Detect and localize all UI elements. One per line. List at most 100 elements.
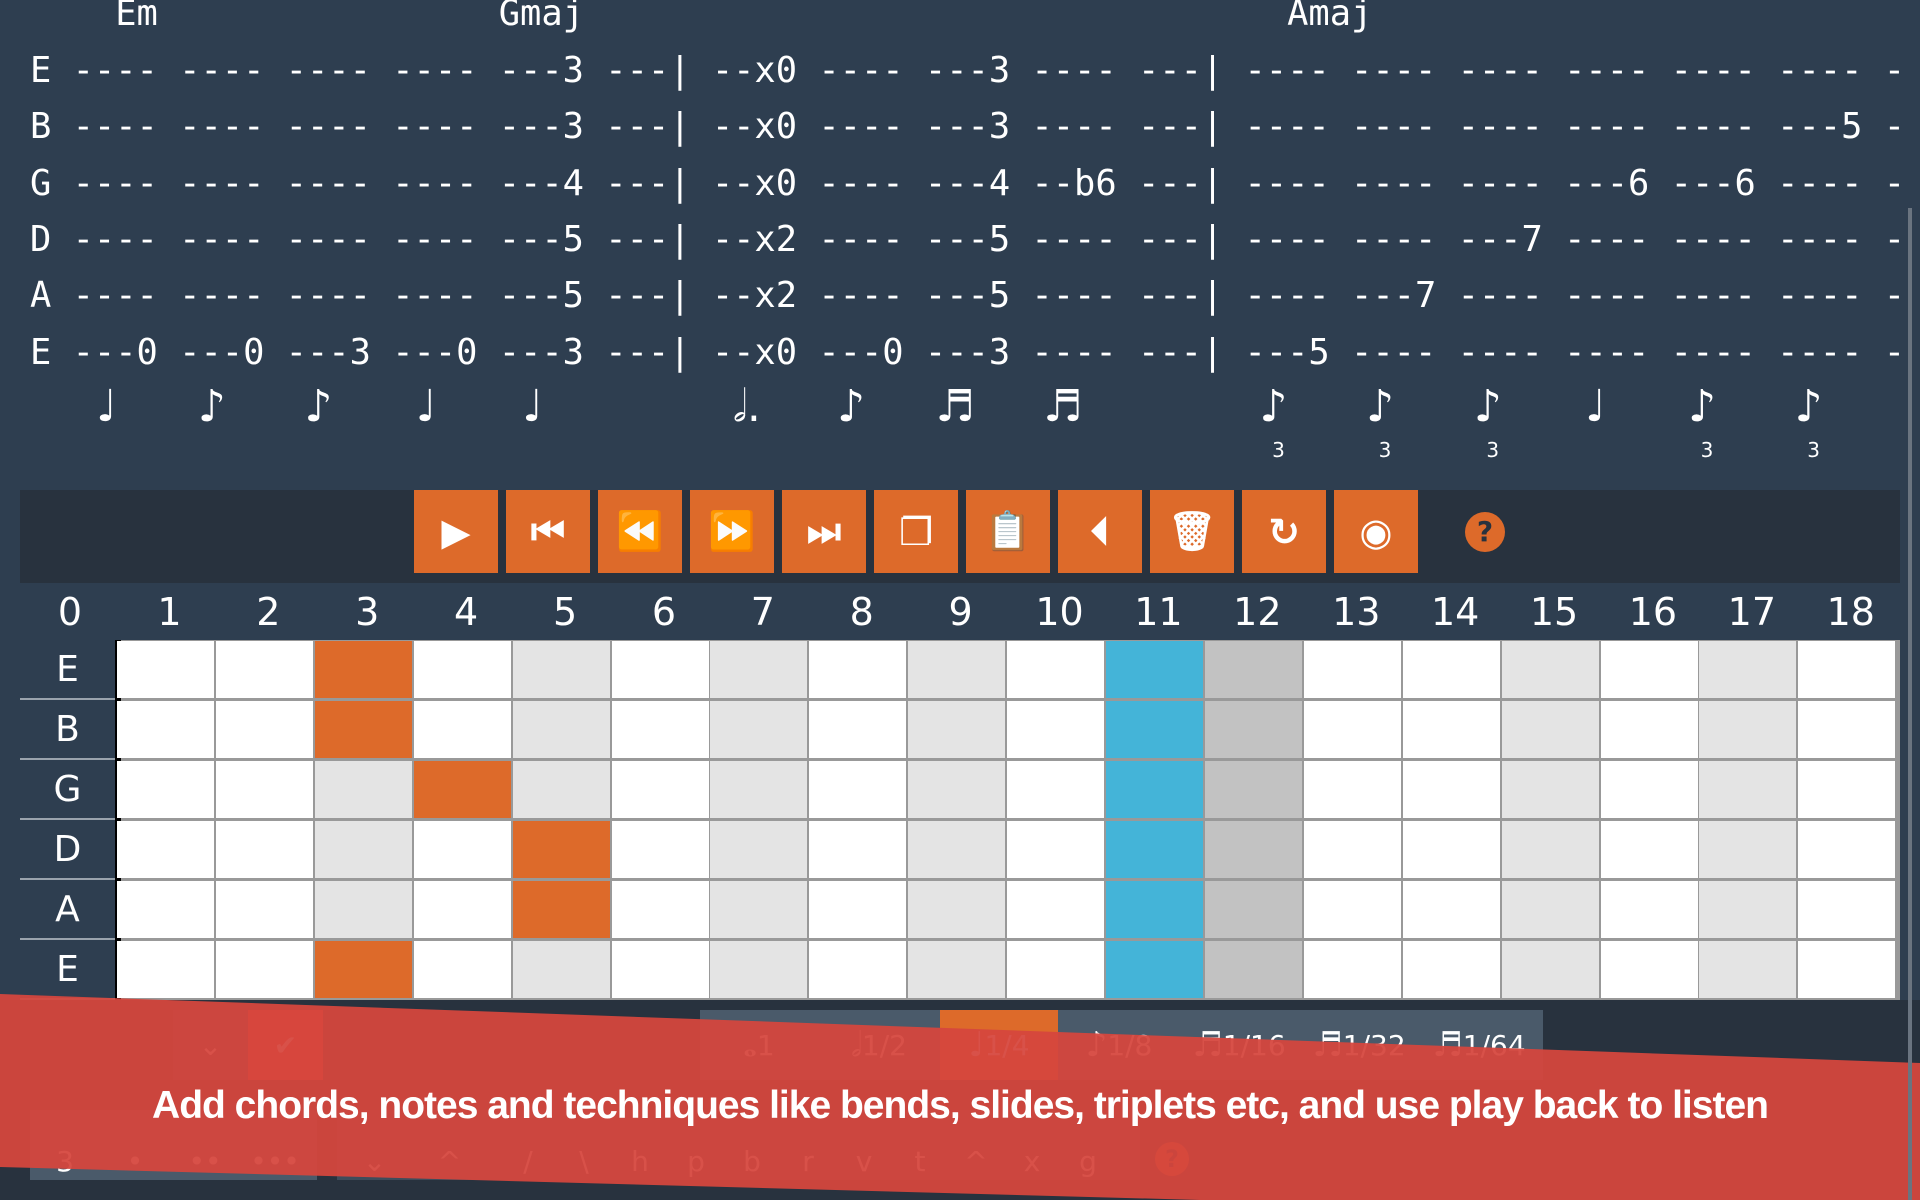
duration-note[interactable]: ♪ — [197, 381, 226, 432]
fret-cell[interactable] — [908, 761, 1006, 818]
fret-cell[interactable] — [908, 941, 1006, 998]
fret-cell[interactable] — [413, 761, 511, 818]
fret-cell[interactable] — [413, 881, 511, 938]
fret-cell[interactable] — [1699, 881, 1797, 938]
duration-note[interactable]: ♩ — [96, 381, 117, 432]
fret-cell[interactable] — [215, 641, 313, 698]
trash-button[interactable]: 🗑 — [1150, 490, 1234, 573]
fret-cell[interactable] — [512, 881, 610, 938]
fret-cell[interactable] — [215, 701, 313, 758]
fret-cell[interactable] — [1007, 821, 1105, 878]
duration-note[interactable]: ♪ — [1259, 381, 1288, 432]
fret-cell[interactable] — [611, 701, 709, 758]
fret-cell[interactable] — [1798, 761, 1896, 818]
tab-row-4[interactable]: A ---- ---- ---- ---- ---5 ---| --x2 ---… — [30, 275, 1906, 316]
duration-note[interactable]: ♬ — [935, 381, 975, 432]
fret-cell[interactable] — [1699, 701, 1797, 758]
fret-cell[interactable] — [1204, 641, 1302, 698]
fret-cell[interactable] — [1699, 821, 1797, 878]
fret-cell[interactable] — [1303, 641, 1401, 698]
fret-cell[interactable] — [1600, 641, 1698, 698]
fretboard-grid[interactable] — [115, 640, 1900, 1000]
fret-cell[interactable] — [215, 761, 313, 818]
fret-cell[interactable] — [1798, 941, 1896, 998]
duration-note[interactable]: 𝅗𝅥. — [732, 381, 761, 432]
rewind-button[interactable]: ⏪ — [598, 490, 682, 573]
fret-cell[interactable] — [611, 641, 709, 698]
fret-cell[interactable] — [1402, 701, 1500, 758]
fret-cell[interactable] — [512, 641, 610, 698]
fret-cell[interactable] — [1204, 821, 1302, 878]
fret-cell[interactable] — [611, 821, 709, 878]
fret-cell[interactable] — [512, 761, 610, 818]
fret-cell[interactable] — [215, 941, 313, 998]
fret-cell[interactable] — [1501, 641, 1599, 698]
fret-cell[interactable] — [314, 761, 412, 818]
duration-note[interactable]: ♬ — [1043, 381, 1083, 432]
fret-cell[interactable] — [314, 941, 412, 998]
duration-note[interactable]: ♪ — [1365, 381, 1395, 432]
skip-to-end-button[interactable]: ⏭ — [782, 490, 866, 573]
fret-cell[interactable] — [1303, 941, 1401, 998]
fret-cell[interactable] — [314, 641, 412, 698]
copy-button[interactable]: ❐ — [874, 490, 958, 573]
fret-cell[interactable] — [413, 821, 511, 878]
fret-cell[interactable] — [1798, 701, 1896, 758]
fret-cell[interactable] — [809, 641, 907, 698]
fret-cell[interactable] — [1402, 641, 1500, 698]
fret-cell[interactable] — [1204, 761, 1302, 818]
fret-cell[interactable] — [908, 881, 1006, 938]
tab-row-3[interactable]: D ---- ---- ---- ---- ---5 ---| --x2 ---… — [30, 219, 1906, 260]
fret-cell[interactable] — [1106, 761, 1203, 818]
fret-cell[interactable] — [117, 641, 214, 698]
fret-cell[interactable] — [710, 641, 808, 698]
fret-cell[interactable] — [314, 821, 412, 878]
duration-note[interactable]: ♪ — [836, 381, 866, 432]
fret-cell[interactable] — [710, 821, 808, 878]
fret-cell[interactable] — [117, 881, 214, 938]
fret-cell[interactable] — [1007, 881, 1105, 938]
fret-cell[interactable] — [809, 881, 907, 938]
fret-cell[interactable] — [1303, 881, 1401, 938]
fret-cell[interactable] — [512, 821, 610, 878]
duration-note[interactable]: ♪ — [1794, 381, 1823, 432]
paste-button[interactable]: 📋 — [966, 490, 1050, 573]
fret-cell[interactable] — [1798, 881, 1896, 938]
fret-cell[interactable] — [1204, 941, 1302, 998]
fret-cell[interactable] — [117, 761, 214, 818]
tab-row-1[interactable]: B ---- ---- ---- ---- ---3 ---| --x0 ---… — [30, 106, 1906, 147]
duration-note[interactable]: ♪ — [1688, 381, 1717, 432]
fret-cell[interactable] — [1106, 641, 1203, 698]
scrollbar[interactable] — [1908, 208, 1912, 1200]
fret-cell[interactable] — [1007, 701, 1105, 758]
fret-cell[interactable] — [413, 941, 511, 998]
fret-cell[interactable] — [512, 941, 610, 998]
fret-cell[interactable] — [314, 701, 412, 758]
fret-cell[interactable] — [611, 761, 709, 818]
fret-cell[interactable] — [1501, 761, 1599, 818]
tab-row-5[interactable]: E ---0 ---0 ---3 ---0 ---3 ---| --x0 ---… — [30, 332, 1906, 373]
fret-cell[interactable] — [1501, 941, 1599, 998]
fret-cell[interactable] — [710, 761, 808, 818]
fret-cell[interactable] — [1106, 701, 1203, 758]
fret-cell[interactable] — [908, 701, 1006, 758]
fret-cell[interactable] — [1699, 641, 1797, 698]
tab-row-2[interactable]: G ---- ---- ---- ---- ---4 ---| --x0 ---… — [30, 163, 1906, 204]
fret-cell[interactable] — [1007, 641, 1105, 698]
play-button[interactable]: ▶ — [414, 490, 498, 573]
fret-cell[interactable] — [809, 821, 907, 878]
fret-cell[interactable] — [1106, 821, 1203, 878]
fret-cell[interactable] — [710, 701, 808, 758]
skip-to-start-button[interactable]: ⏮ — [506, 490, 590, 573]
fret-cell[interactable] — [1600, 941, 1698, 998]
fret-cell[interactable] — [413, 641, 511, 698]
fret-cell[interactable] — [1699, 761, 1797, 818]
fret-cell[interactable] — [512, 701, 610, 758]
fret-cell[interactable] — [710, 881, 808, 938]
fret-cell[interactable] — [1600, 701, 1698, 758]
fret-cell[interactable] — [809, 701, 907, 758]
fret-cell[interactable] — [1600, 881, 1698, 938]
duration-note[interactable]: ♩ — [415, 381, 437, 432]
fret-cell[interactable] — [1501, 701, 1599, 758]
fret-cell[interactable] — [611, 881, 709, 938]
